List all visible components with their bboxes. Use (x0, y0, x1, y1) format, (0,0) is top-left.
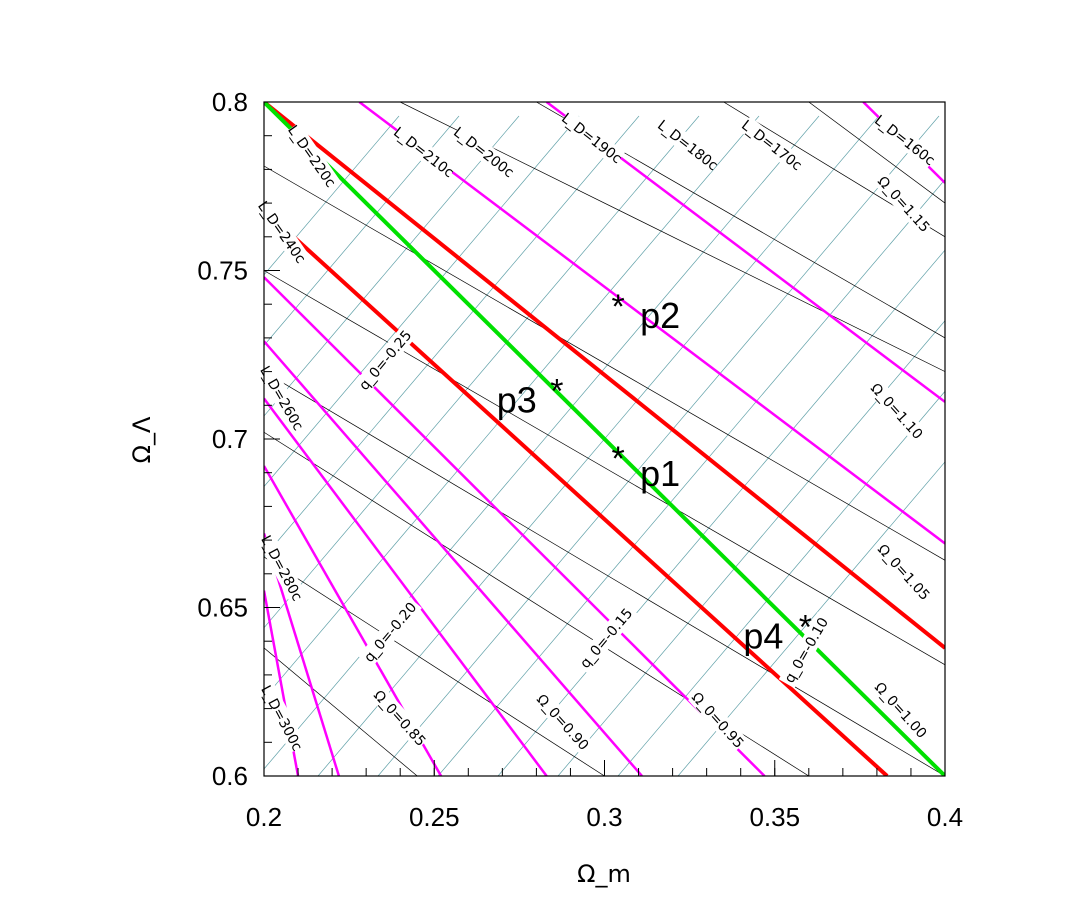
q0-contour-line (264, 371, 945, 776)
omega0-gridline (677, 461, 945, 776)
point-marker: * (612, 288, 625, 326)
curve-label-bg (257, 533, 307, 603)
y-tick-label: 0.8 (212, 87, 248, 117)
curve-label-bg (688, 688, 748, 752)
axis-group: 0.2 0.25 0.3 0.35 0.4 0.6 0.65 0.7 0.75 0.8 (197, 87, 963, 832)
curve-label: Ω_0=1.10 (867, 380, 925, 442)
y-axis-title: Ω_Λ (128, 416, 156, 463)
curve-label-bg (559, 109, 625, 167)
curve-label: q_0=-0.25 (356, 328, 415, 394)
fit-line (264, 102, 945, 776)
curve-label-bg (451, 123, 517, 181)
q0-contour-line (264, 165, 945, 561)
ld-contour-highlight (264, 102, 945, 650)
curve-label-bg (257, 683, 307, 753)
curve-label: L_D=200c (450, 124, 516, 181)
point-label: p2 (640, 295, 680, 336)
curve-label: L_D=170c (738, 117, 804, 174)
point-marker: * (799, 608, 812, 646)
omega0-gridline (617, 390, 945, 776)
q0-contour-line (808, 102, 945, 204)
x-tick-label: 0.2 (246, 802, 282, 832)
omega0-gridline (557, 320, 945, 776)
omega0-gridline (497, 249, 945, 776)
curve-label: L_D=160c (871, 112, 937, 169)
omega0-gridline (264, 115, 640, 558)
curve-label: Ω_0=1.05 (874, 541, 932, 603)
curve-label-bg (655, 116, 721, 174)
curve-label: q_0=-0.20 (361, 600, 420, 666)
omega0-gridline (377, 115, 940, 776)
curve-label: L_D=210c (390, 124, 456, 181)
curve-label-bg (574, 602, 638, 674)
curve-label: Ω_0=0.85 (370, 687, 428, 749)
ld-contour (264, 276, 766, 776)
curve-label-bg (874, 540, 934, 604)
point-marker: * (612, 440, 625, 478)
curve-label-bg (256, 363, 308, 433)
curve-label: L_D=180c (654, 117, 720, 174)
curve-label-bg (254, 198, 310, 266)
curve-label-bg (867, 379, 927, 443)
point-label: p4 (743, 615, 783, 656)
curve-label-bg (872, 111, 938, 169)
curve-label-bg (874, 172, 934, 236)
curve-label-bg (533, 690, 593, 754)
omega0-gridline (264, 115, 580, 488)
curve-label-bg (778, 611, 834, 689)
curve-label: L_D=190c (558, 110, 624, 167)
omega0-gridline (264, 115, 400, 276)
point-label: p1 (640, 453, 680, 494)
x-axis-title: Ω_m (577, 860, 631, 888)
curve-label-bg (353, 324, 417, 396)
omega0-gridline (437, 178, 945, 776)
point-marker: * (550, 372, 563, 410)
y-tick-label: 0.75 (197, 256, 248, 286)
x-tick-label: 0.4 (927, 802, 963, 832)
ld-contour (264, 340, 643, 776)
curve-label-bg (739, 116, 805, 174)
x-tick-label: 0.25 (409, 802, 460, 832)
x-tick-label: 0.3 (586, 802, 622, 832)
fit-line-group (264, 102, 945, 776)
ld-contour (264, 397, 548, 776)
point-marker-group: * p1 * p2 * p3 * p4 (497, 288, 812, 656)
curve-label: Ω_0=0.95 (688, 689, 746, 751)
x-tick-label: 0.35 (749, 802, 800, 832)
omega0-gridline (264, 115, 460, 346)
q0-contour-line (264, 647, 418, 776)
curve-label-bg (391, 123, 457, 181)
curve-label-bg (284, 122, 340, 190)
ld-curve-group (264, 102, 945, 776)
y-tick-label: 0.7 (212, 424, 248, 454)
ld-contour-highlight (264, 208, 889, 776)
y-tick-label: 0.6 (212, 761, 248, 791)
curve-label-bg (358, 596, 422, 668)
q0-contour-line (264, 270, 945, 666)
y-tick-label: 0.65 (197, 593, 248, 623)
curve-label-bg (370, 686, 430, 750)
curve-label-bg (871, 678, 931, 742)
omega0-gridline (264, 115, 520, 417)
ld-contour (358, 102, 945, 545)
point-label: p3 (497, 379, 537, 420)
omega0-gridline (264, 115, 700, 629)
q0-contour-line (264, 556, 605, 776)
omega0-gridline (264, 115, 760, 699)
